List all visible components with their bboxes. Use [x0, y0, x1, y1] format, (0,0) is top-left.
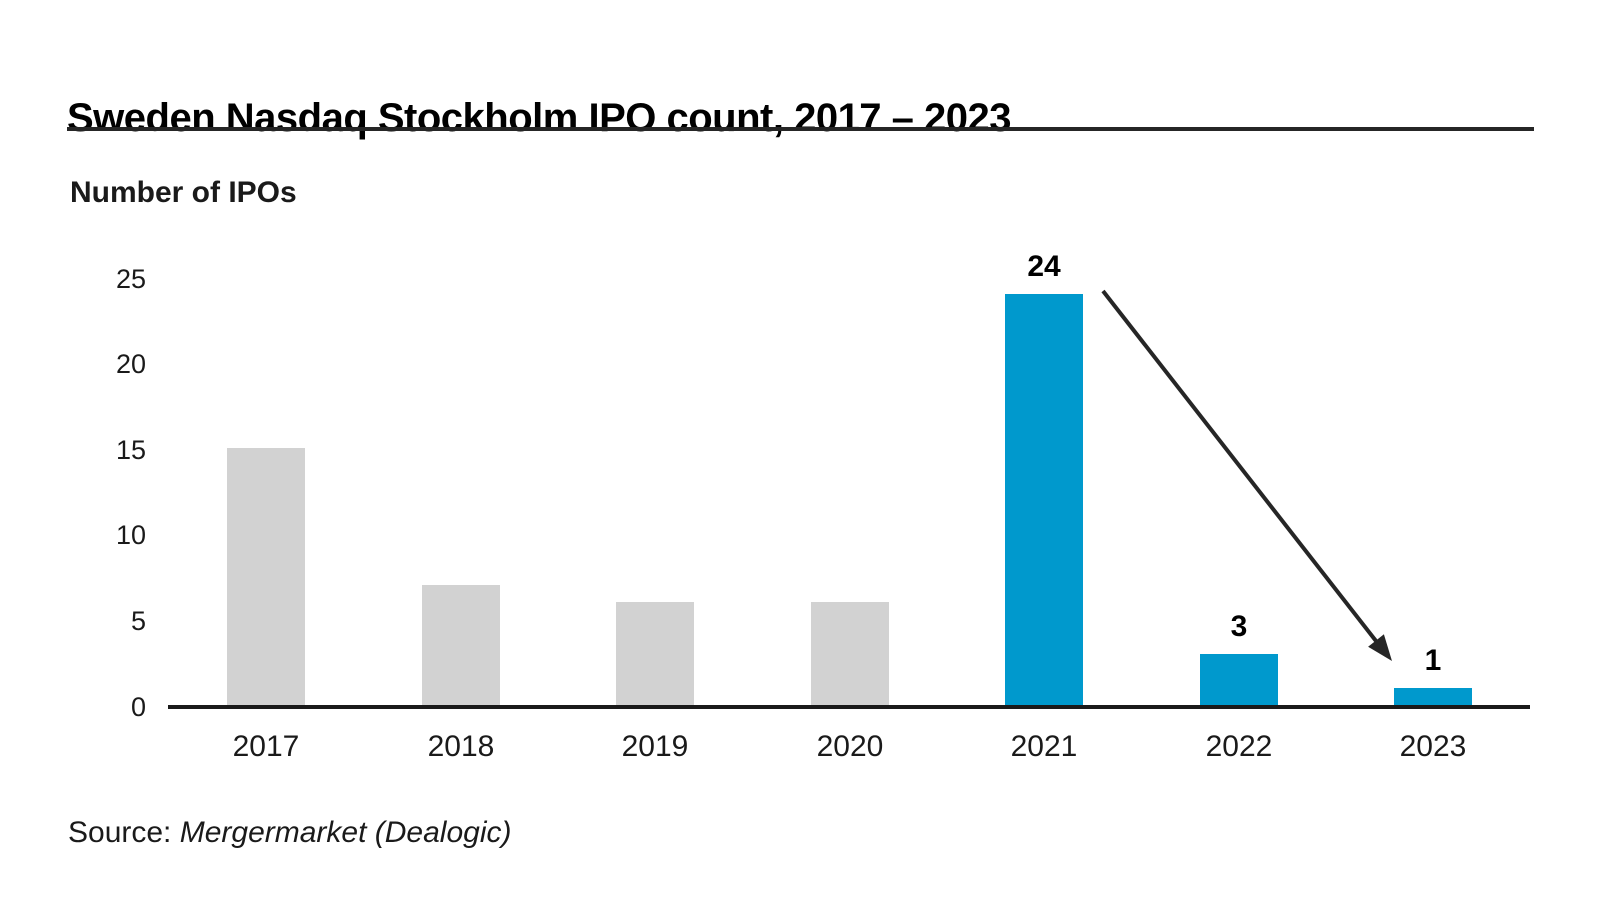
bar-2017	[227, 448, 305, 705]
x-tick-label: 2018	[427, 730, 495, 763]
bar-value-label: 3	[1230, 610, 1248, 643]
x-tick-label: 2020	[816, 730, 884, 763]
x-axis-line	[168, 705, 1530, 709]
bar-2023	[1394, 688, 1472, 705]
x-tick-label: 2023	[1399, 730, 1467, 763]
source-line: Source: Mergermarket (Dealogic)	[68, 816, 512, 849]
x-tick-label: 2017	[232, 730, 300, 763]
x-tick-label: 2022	[1205, 730, 1273, 763]
x-tick-label: 2021	[1010, 730, 1078, 763]
y-tick-label: 20	[115, 349, 146, 379]
y-tick-label: 0	[130, 692, 146, 722]
x-tick-label: 2019	[621, 730, 689, 763]
y-tick-label: 25	[115, 264, 146, 294]
chart-title: Sweden Nasdaq Stockholm IPO count, 2017 …	[67, 95, 1012, 140]
bar-2021	[1005, 294, 1083, 705]
bar-value-label: 24	[1027, 250, 1061, 283]
bar-2020	[811, 602, 889, 705]
bar-2018	[422, 585, 500, 705]
bar-value-label: 1	[1424, 644, 1442, 677]
source-label: Source:	[68, 816, 172, 849]
y-tick-label: 15	[115, 435, 146, 465]
y-tick-label: 5	[130, 606, 146, 636]
y-axis-title: Number of IPOs	[70, 176, 297, 209]
bar-2019	[616, 602, 694, 705]
bar-2022	[1200, 654, 1278, 705]
title-divider	[67, 127, 1534, 131]
source-name: Mergermarket (Dealogic)	[179, 816, 512, 849]
y-tick-label: 10	[115, 520, 146, 550]
